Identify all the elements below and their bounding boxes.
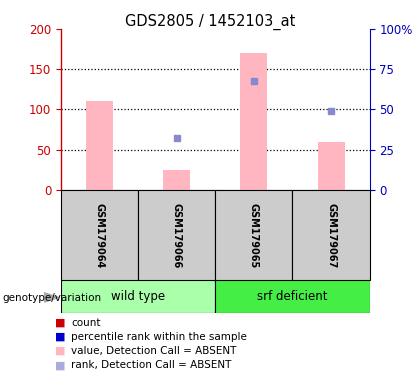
Text: count: count [71, 318, 101, 328]
Bar [318, 142, 344, 190]
Bar [61, 280, 215, 313]
Text: GSM179064: GSM179064 [94, 203, 105, 268]
Text: rank, Detection Call = ABSENT: rank, Detection Call = ABSENT [71, 360, 232, 370]
Bar [215, 280, 370, 313]
Text: genotype/variation: genotype/variation [2, 293, 101, 303]
Text: GSM179067: GSM179067 [326, 203, 336, 268]
Text: srf deficient: srf deficient [257, 290, 328, 303]
Text: ■: ■ [55, 346, 65, 356]
Bar [163, 170, 190, 190]
Text: ■: ■ [55, 332, 65, 342]
Text: value, Detection Call = ABSENT: value, Detection Call = ABSENT [71, 346, 237, 356]
Bar [138, 190, 215, 280]
Text: wild type: wild type [111, 290, 165, 303]
Bar [86, 101, 113, 190]
Polygon shape [44, 293, 59, 302]
Bar [61, 190, 138, 280]
Text: percentile rank within the sample: percentile rank within the sample [71, 332, 247, 342]
Text: GSM179065: GSM179065 [249, 203, 259, 268]
Text: GSM179066: GSM179066 [172, 203, 182, 268]
Text: ■: ■ [55, 318, 65, 328]
Text: GDS2805 / 1452103_at: GDS2805 / 1452103_at [125, 13, 295, 30]
Bar [215, 190, 292, 280]
Text: ■: ■ [55, 360, 65, 370]
Bar [240, 53, 268, 190]
Bar [292, 190, 370, 280]
